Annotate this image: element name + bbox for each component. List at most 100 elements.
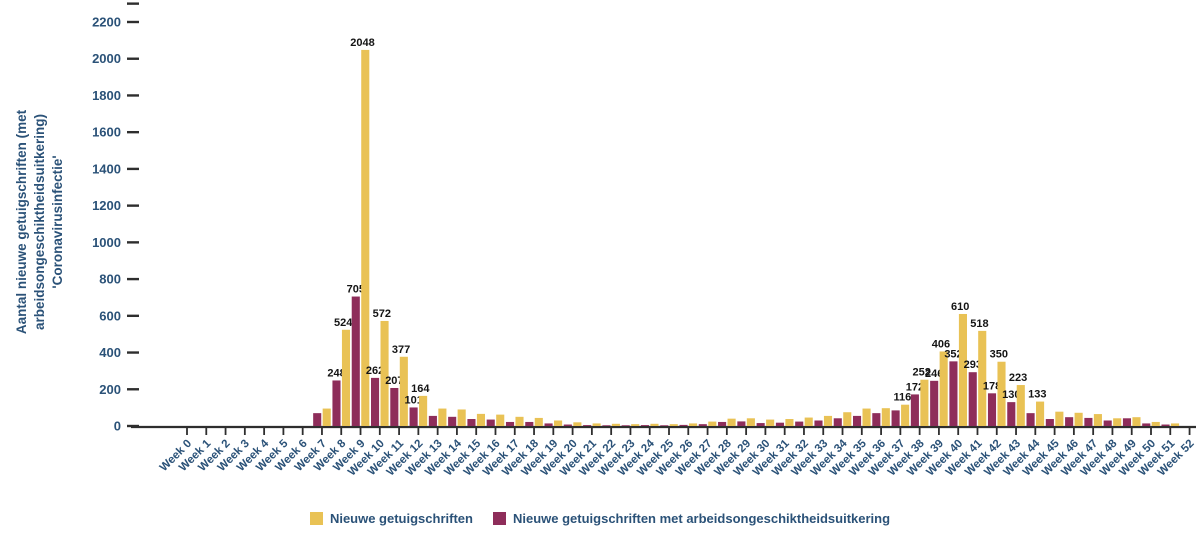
bar-maroon	[737, 421, 746, 426]
value-label-yellow: 406	[932, 338, 950, 350]
bar-maroon	[795, 421, 804, 426]
bar-maroon	[1103, 420, 1112, 426]
bar-maroon	[1007, 402, 1016, 426]
bar-yellow	[573, 422, 582, 426]
y-axis-tick-label: 600	[99, 308, 121, 323]
bar-maroon	[1161, 424, 1170, 426]
y-axis-tick-label: 1000	[92, 235, 121, 250]
bar-maroon	[1142, 423, 1151, 426]
bar-yellow	[881, 408, 890, 426]
bar-yellow	[1132, 417, 1141, 426]
bar-maroon	[1065, 417, 1074, 426]
legend-label-yellow: Nieuwe getuigschriften	[329, 510, 473, 526]
bar-yellow	[823, 415, 833, 426]
bar-maroon	[313, 413, 322, 426]
y-axis-tick-label: 800	[99, 272, 121, 287]
value-label-maroon: 246	[925, 368, 943, 380]
bar-maroon	[1045, 419, 1054, 426]
value-label-yellow: 116	[893, 392, 911, 404]
y-axis-tick-label: 400	[99, 345, 121, 360]
y-axis-tick-label: 0	[114, 419, 121, 434]
bar-yellow	[380, 320, 389, 426]
bar-maroon	[987, 393, 997, 426]
value-label-maroon: 130	[1002, 389, 1020, 401]
bar-yellow	[419, 395, 428, 426]
value-label-yellow: 524	[334, 317, 353, 329]
bar-yellow	[766, 419, 775, 426]
bar-maroon	[775, 422, 784, 426]
bar-yellow	[939, 351, 948, 426]
bar-yellow	[361, 49, 370, 427]
bar-chart: 0 200 400 600 800 1000 1200 1400 1600 1800 2000 220…	[92, 2, 1197, 479]
value-label-maroon: 207	[385, 375, 403, 387]
bar-maroon	[1026, 413, 1035, 426]
bar-maroon	[467, 419, 476, 426]
bar-maroon	[544, 423, 553, 426]
bar-yellow	[785, 419, 794, 426]
bar-maroon	[718, 421, 727, 426]
bar-yellow	[708, 421, 717, 426]
y-axis-tick-label: 1600	[92, 125, 121, 140]
bar-maroon	[390, 387, 399, 426]
value-label-yellow: 252	[912, 367, 930, 379]
bar-yellow	[1170, 423, 1180, 426]
bar-maroon	[814, 420, 823, 426]
bar-maroon	[409, 407, 418, 426]
bar-maroon	[486, 419, 495, 426]
bar-maroon	[351, 296, 360, 426]
bar-yellow	[1093, 414, 1102, 426]
bar-maroon	[968, 372, 977, 426]
value-label-yellow: 377	[392, 344, 410, 356]
bar-yellow	[1016, 385, 1025, 426]
bar-yellow	[496, 414, 505, 426]
bar-maroon	[602, 425, 611, 426]
bar-yellow	[997, 361, 1006, 426]
bar-maroon	[853, 415, 862, 426]
value-label-yellow: 164	[411, 383, 430, 395]
bar-yellow	[1074, 412, 1083, 426]
value-label-yellow: 133	[1028, 389, 1046, 401]
value-label-yellow: 223	[1009, 372, 1027, 384]
value-label-maroon: 352	[944, 348, 962, 360]
value-label-maroon: 172	[906, 381, 924, 393]
bar-yellow	[862, 408, 871, 426]
bar-yellow	[476, 413, 485, 426]
value-label-maroon: 101	[404, 394, 422, 406]
bar-yellow	[746, 418, 755, 426]
bar-maroon	[448, 416, 457, 426]
value-label-yellow: 2048	[350, 37, 374, 49]
bar-maroon	[525, 421, 534, 426]
value-label-maroon: 705	[347, 284, 365, 296]
bar-maroon	[371, 377, 380, 426]
y-axis-tick-label: 200	[99, 382, 121, 397]
value-label-maroon: 248	[327, 367, 345, 379]
bar-yellow	[554, 420, 563, 426]
bar-yellow	[534, 417, 543, 426]
value-label-yellow: 572	[373, 308, 391, 320]
bar-maroon	[621, 425, 630, 426]
legend-label-maroon: Nieuwe getuigschriften met arbeidsongesc…	[512, 510, 891, 526]
bar-maroon	[332, 380, 341, 426]
bar-maroon	[679, 424, 688, 426]
bar-maroon	[563, 424, 572, 426]
bar-yellow	[958, 313, 967, 426]
y-axis-tick-label: 2000	[92, 51, 121, 66]
bar-yellow	[1113, 418, 1122, 426]
bar-yellow	[978, 330, 987, 426]
bar-maroon	[1122, 418, 1132, 426]
bar-maroon	[660, 425, 669, 426]
legend-item-nieuwe-getuigschriften: Nieuwe getuigschriften	[309, 510, 473, 526]
bar-maroon	[505, 421, 515, 426]
legend-item-met-uitkering: Nieuwe getuigschriften met arbeidsongesc…	[492, 510, 891, 526]
bar-maroon	[910, 394, 919, 426]
bar-maroon	[949, 361, 958, 426]
value-label-yellow: 610	[951, 301, 969, 313]
value-label-maroon: 178	[983, 380, 1001, 392]
bar-yellow	[611, 423, 620, 426]
bar-yellow	[457, 409, 466, 426]
y-axis-tick-label: 2200	[92, 15, 121, 30]
value-label-yellow: 350	[990, 349, 1008, 361]
bar-yellow	[1055, 411, 1064, 426]
bar-yellow	[438, 408, 447, 426]
